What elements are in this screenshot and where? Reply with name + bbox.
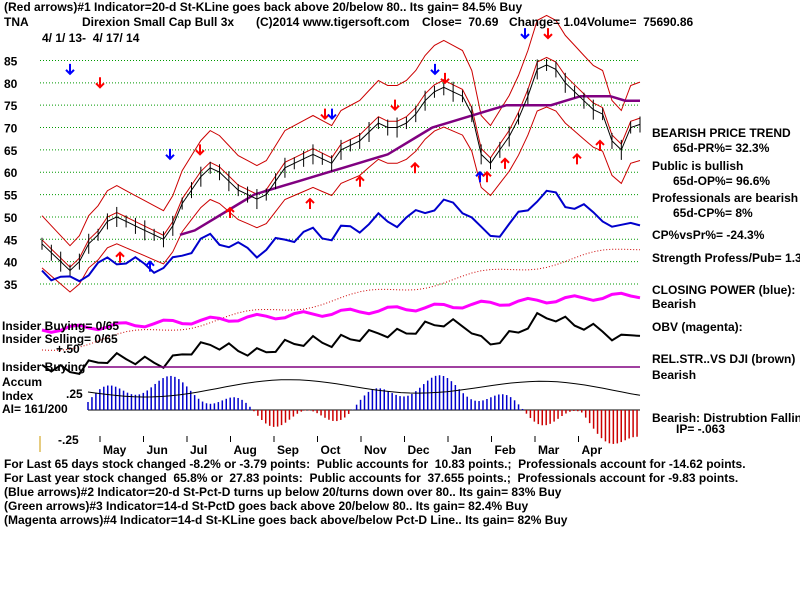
y-tick-label: 35 bbox=[4, 278, 18, 292]
blue-down-arrow bbox=[165, 148, 175, 161]
x-tick-label: Sep bbox=[277, 443, 299, 457]
op-value: 65d-OP%= 96.6% bbox=[673, 174, 771, 188]
y-tick-label: 60 bbox=[4, 166, 18, 180]
red-up-arrow bbox=[225, 206, 235, 218]
accum-status: Bearish: Distrubtion Falling bbox=[652, 411, 800, 425]
y-tick-label: 65 bbox=[4, 144, 18, 158]
y-tick-label: 70 bbox=[4, 122, 18, 136]
red-up-arrow bbox=[595, 139, 605, 151]
x-tick-label: Apr bbox=[582, 443, 603, 457]
relstr-status: Bearish bbox=[652, 368, 697, 382]
footer-65-days: For Last 65 days stock changed -8.2% or … bbox=[4, 457, 746, 471]
footer-green-arrows: (Green arrows)#3 Indicator=14-d St-PctD … bbox=[4, 499, 529, 513]
x-tick-label: Nov bbox=[364, 443, 387, 457]
blue-down-arrow bbox=[430, 63, 440, 76]
x-tick-label: Aug bbox=[234, 443, 257, 457]
relstr-label: REL.STR..VS DJI (brown) bbox=[652, 352, 796, 366]
y-tick-label: 80 bbox=[4, 77, 18, 91]
red-up-arrow bbox=[410, 161, 420, 174]
red-up-arrow bbox=[355, 175, 365, 187]
closing-power-line bbox=[41, 189, 641, 283]
index-label: Index bbox=[2, 389, 34, 403]
red-down-arrow bbox=[543, 28, 553, 40]
red-up-arrow bbox=[305, 197, 315, 210]
x-tick-label: Jun bbox=[147, 443, 168, 457]
blue-up-arrow bbox=[145, 260, 155, 272]
ai-label: AI= 161/200 bbox=[2, 402, 68, 416]
obv-label: OBV (magenta): bbox=[652, 320, 743, 334]
blue-down-arrow bbox=[327, 108, 337, 121]
plus50-label: +.50 bbox=[56, 342, 80, 356]
accum-index-ma bbox=[87, 379, 641, 398]
blue-down-arrow bbox=[520, 28, 530, 40]
x-tick-label: Jul bbox=[190, 443, 207, 457]
close-value: Close= 70.69 bbox=[422, 15, 499, 29]
pr-value: 65d-PR%= 32.3% bbox=[673, 141, 770, 155]
y-tick-label: 75 bbox=[4, 99, 18, 113]
x-tick-label: Mar bbox=[538, 443, 560, 457]
insider-buying-label: Insider Buying= 0/65 bbox=[2, 319, 120, 333]
x-tick-label: Oct bbox=[321, 443, 341, 457]
relative-strength-line bbox=[41, 311, 641, 376]
ip-value: IP= -.063 bbox=[676, 422, 726, 436]
middle-band bbox=[41, 56, 641, 268]
y-tick-label: 40 bbox=[4, 256, 18, 270]
professionals-label: Professionals are bearish bbox=[652, 191, 799, 205]
red-up-arrow bbox=[572, 152, 582, 165]
ticker-symbol: TNA bbox=[4, 15, 29, 29]
x-tick-label: Jan bbox=[451, 443, 472, 457]
strength-value: Strength Profess/Pub= 1.3 bbox=[652, 251, 800, 265]
red-down-arrow bbox=[320, 108, 330, 121]
change-value: Change= 1.04 bbox=[509, 15, 587, 29]
blue-up-arrow bbox=[475, 170, 485, 183]
closing-power-label: CLOSING POWER (blue): bbox=[652, 283, 796, 297]
red-up-arrow bbox=[482, 170, 492, 183]
red-down-arrow bbox=[390, 99, 400, 112]
lower-band bbox=[41, 106, 641, 293]
cp-vs-pr-value: CP%vsPr%= -24.3% bbox=[652, 228, 765, 242]
red-up-arrow bbox=[115, 251, 125, 263]
x-tick-label: May bbox=[103, 443, 127, 457]
y-tick-label: 50 bbox=[4, 211, 18, 225]
y-tick-label: 45 bbox=[4, 233, 18, 247]
footer-blue-arrows: (Blue arrows)#2 Indicator=20-d St-Pct-D … bbox=[4, 485, 562, 499]
indicator-1-header: (Red arrows)#1 Indicator=20-d St-KLine g… bbox=[4, 0, 523, 14]
insider-buying-label-2: Insider Buying bbox=[2, 360, 86, 374]
copyright: (C)2014 www.tigersoft.com bbox=[256, 15, 410, 29]
security-name: Direxion Small Cap Bull 3x bbox=[82, 15, 235, 29]
p25-label: .25 bbox=[66, 387, 83, 401]
closing-power-ma bbox=[41, 248, 641, 351]
red-down-arrow bbox=[440, 72, 450, 85]
price-line bbox=[41, 64, 641, 272]
x-tick-label: Feb bbox=[495, 443, 516, 457]
closing-power-status: Bearish bbox=[652, 297, 697, 311]
date-range: 4/ 1/ 13- 4/ 17/ 14 bbox=[42, 31, 140, 45]
footer-last-year: For Last year stock changed 65.8% or 27.… bbox=[4, 471, 739, 485]
bearish-trend-label: BEARISH PRICE TREND bbox=[652, 126, 791, 140]
blue-down-arrow bbox=[65, 63, 75, 76]
x-tick-label: Dec bbox=[408, 443, 430, 457]
y-tick-label: 55 bbox=[4, 189, 18, 203]
volume-value: Volume= 75690.86 bbox=[587, 15, 694, 29]
cp-value: 65d-CP%= 8% bbox=[673, 206, 753, 220]
m25-label: -.25 bbox=[58, 433, 79, 447]
footer-magenta-arrows: (Magenta arrows)#4 Indicator=14-d St-KLi… bbox=[4, 513, 568, 527]
red-up-arrow bbox=[500, 157, 510, 169]
upper-band bbox=[41, 14, 641, 247]
red-down-arrow bbox=[195, 144, 205, 156]
public-bullish-label: Public is bullish bbox=[652, 159, 744, 173]
y-tick-label: 85 bbox=[4, 54, 18, 68]
obv-line bbox=[41, 291, 641, 334]
insider-selling-label: Insider Selling= 0/65 bbox=[2, 332, 118, 346]
red-down-arrow bbox=[95, 77, 105, 89]
accum-label: Accum bbox=[2, 375, 43, 389]
